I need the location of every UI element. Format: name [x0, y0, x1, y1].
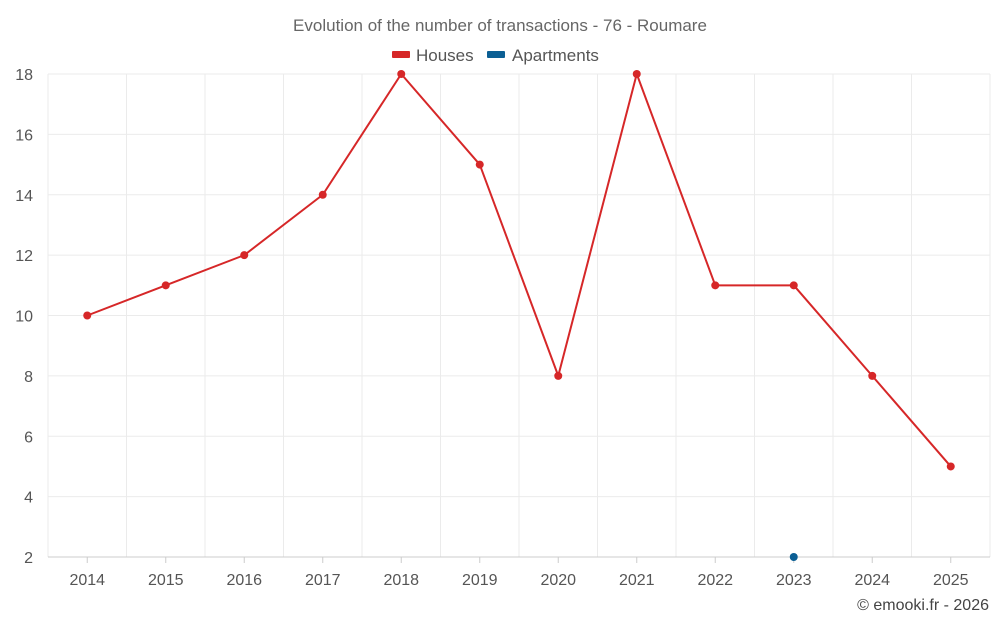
data-point-houses[interactable]	[946, 462, 955, 471]
y-tick-label: 16	[15, 127, 33, 144]
y-tick-label: 14	[15, 188, 33, 205]
y-tick-label: 10	[15, 309, 33, 326]
data-point-houses[interactable]	[397, 70, 406, 78]
data-point-houses[interactable]	[789, 281, 798, 290]
x-tick-label: 2018	[383, 572, 419, 589]
data-point-houses[interactable]	[711, 281, 720, 290]
x-tick-label: 2024	[854, 572, 890, 589]
data-point-houses[interactable]	[868, 371, 877, 380]
legend-label-houses: Houses	[416, 46, 474, 65]
axes: 2 4 6 8 10 12 14 16 18 2014 2015 2016 2017 2018 2019 20…	[15, 67, 990, 589]
y-tick-label: 2	[24, 550, 33, 567]
series-layer	[83, 70, 955, 561]
data-point-houses[interactable]	[554, 371, 563, 380]
y-tick-label: 8	[24, 369, 33, 386]
legend-item-apartments[interactable]: Apartments	[487, 46, 599, 65]
credit-text: © emooki.fr - 2026	[857, 597, 989, 614]
data-point-houses[interactable]	[632, 70, 641, 78]
grid	[47, 73, 991, 557]
x-tick-label: 2016	[226, 572, 262, 589]
data-point-apartments[interactable]	[789, 553, 798, 561]
x-tick-label: 2022	[697, 572, 733, 589]
x-tick-label: 2025	[933, 572, 969, 589]
x-tick-label: 2023	[776, 572, 812, 589]
x-tick-label: 2017	[305, 572, 341, 589]
x-tick-label: 2014	[69, 572, 105, 589]
y-tick-label: 18	[15, 67, 33, 84]
legend-swatch-houses	[392, 51, 410, 58]
legend: Houses Apartments	[392, 46, 599, 65]
legend-label-apartments: Apartments	[512, 46, 599, 65]
y-tick-label: 6	[24, 429, 33, 446]
series-line-houses	[86, 73, 952, 468]
chart-title: Evolution of the number of transactions …	[293, 16, 707, 35]
legend-item-houses[interactable]: Houses	[392, 46, 474, 65]
data-point-houses[interactable]	[240, 251, 249, 260]
data-point-houses[interactable]	[83, 311, 92, 320]
data-point-houses[interactable]	[318, 190, 327, 199]
data-point-houses[interactable]	[161, 281, 170, 290]
x-tick-label: 2021	[619, 572, 655, 589]
x-tick-label: 2019	[462, 572, 498, 589]
y-tick-label: 12	[15, 248, 33, 265]
data-point-houses[interactable]	[475, 160, 484, 169]
x-tick-label: 2015	[148, 572, 184, 589]
x-tick-label: 2020	[540, 572, 576, 589]
legend-swatch-apartments	[487, 51, 505, 58]
y-tick-label: 4	[24, 490, 33, 507]
